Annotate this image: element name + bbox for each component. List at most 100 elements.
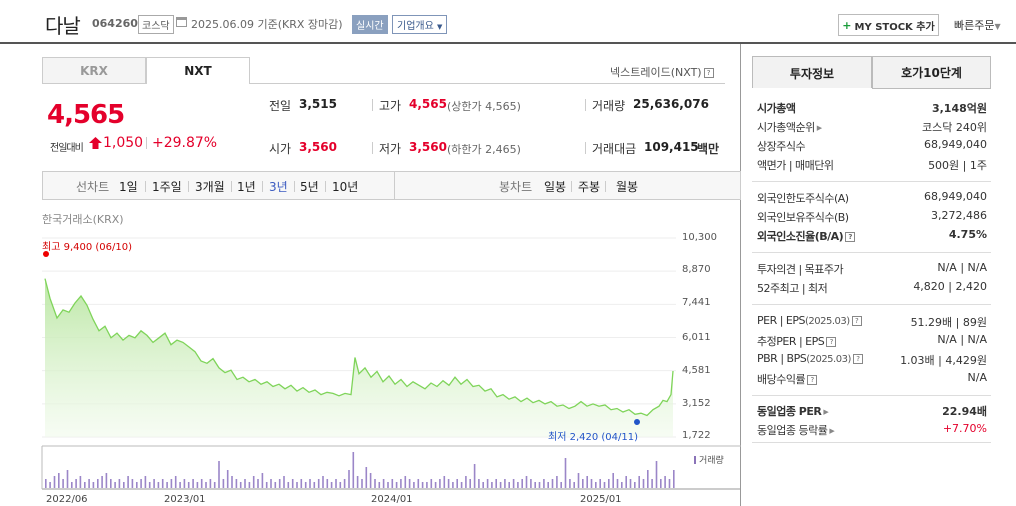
volume-bar [317, 479, 320, 488]
volume-bar [274, 482, 277, 488]
volume-bar [343, 479, 346, 488]
volume-bar [521, 479, 523, 488]
volume-bar [244, 479, 246, 488]
volume-bar [49, 482, 51, 488]
period-3m[interactable]: 3개월 [195, 180, 225, 194]
period-1y[interactable]: 1년 [237, 180, 256, 194]
volume-bar [664, 476, 666, 488]
divider [372, 142, 373, 154]
period-5y[interactable]: 5년 [300, 180, 319, 194]
divider [188, 181, 189, 192]
y-tick: 3,152 [682, 398, 711, 409]
period-3y[interactable]: 3년 [269, 180, 288, 194]
tab-orderbook-10[interactable]: 호가10단계 [872, 56, 991, 89]
volume-bar [365, 467, 368, 488]
help-icon[interactable]: ? [852, 354, 863, 364]
volume-bar [326, 479, 329, 488]
line-chart-label: 선차트 [76, 180, 110, 194]
volume-bar [400, 479, 402, 488]
invest-row-value: N/A | N/A [937, 261, 987, 274]
company-info-button[interactable]: 기업개요 ▼ [392, 15, 448, 34]
price-chart[interactable] [0, 225, 741, 506]
help-icon[interactable]: ? [851, 316, 862, 326]
divider [372, 99, 373, 111]
nxt-label: 넥스트레이드(NXT)? [610, 64, 714, 80]
volume-bar [265, 482, 268, 488]
invest-row-label: 상장주식수 [757, 140, 806, 153]
prev-label: 전일 [269, 99, 292, 113]
volume-bar [408, 479, 411, 488]
volume-bar [209, 479, 212, 488]
volume-bar [118, 479, 121, 488]
help-icon[interactable]: ? [845, 232, 856, 242]
volume-bar [66, 470, 69, 488]
invest-row-label: 외국인보유주식수(B) [757, 211, 849, 224]
x-tick: 2023/01 [164, 494, 206, 505]
current-price: 4,565 [47, 100, 125, 130]
invest-row: 외국인보유주식수(B) 3,272,486 [757, 209, 987, 227]
invest-row-period: (2025.03) [805, 316, 850, 327]
period-1d[interactable]: 1일 [119, 180, 138, 194]
volume-bar [110, 479, 112, 488]
invest-row-value: 3,148억원 [931, 102, 987, 115]
volume-bar [456, 479, 458, 488]
volume-bar [495, 479, 497, 488]
open-label: 시가 [269, 142, 292, 156]
chevron-down-icon: ▼ [437, 23, 443, 31]
realtime-button[interactable]: 실시간 [352, 15, 388, 34]
prev-value: 3,515 [299, 97, 337, 111]
volume-bar [660, 479, 662, 488]
invest-row-label: 동일업종 PER ▶ [757, 405, 829, 418]
price-area [45, 278, 673, 437]
period-10y[interactable]: 10년 [332, 180, 359, 194]
volume-bar [573, 482, 575, 488]
volume-bar [651, 479, 653, 488]
candle-chart-label: 봉차트 [499, 180, 533, 194]
volume-bar [248, 482, 251, 488]
volume-bar [231, 476, 233, 488]
volume-bar [287, 482, 290, 488]
chevron-right-icon[interactable]: ▶ [829, 427, 835, 435]
invest-row: 배당수익률? N/A [757, 371, 987, 389]
volume-label: 거래량 [592, 99, 626, 113]
open-value: 3,560 [299, 140, 337, 154]
tab-krx[interactable]: KRX [42, 57, 146, 84]
period-toolbar: 선차트 1일 1주일 3개월 1년 3년 5년 10년 봉차트 일봉 주봉 월봉 [42, 171, 741, 200]
y-tick: 1,722 [682, 430, 711, 441]
candle-daily[interactable]: 일봉 [544, 180, 567, 194]
volume-bar [439, 479, 441, 488]
help-icon[interactable]: ? [703, 68, 714, 78]
candle-monthly[interactable]: 월봉 [616, 180, 639, 194]
stock-header: 다날 064260 코스닥 2025.06.09 기준(KRX 장마감) 실시간… [0, 0, 1016, 44]
volume-bar [473, 464, 476, 488]
help-icon[interactable]: ? [807, 375, 818, 385]
chart-high-label: 최고 9,400 (06/10) [42, 242, 133, 253]
divider [752, 181, 991, 182]
volume-bar [58, 473, 60, 488]
volume-bar [421, 482, 424, 488]
invest-row-label: 52주최고 | 최저 [757, 282, 828, 295]
invest-row: 상장주식수 68,949,040 [757, 138, 987, 156]
period-1w[interactable]: 1주일 [152, 180, 182, 194]
low-label: 저가 [379, 142, 402, 156]
quick-order-button[interactable]: 빠른주문▼ [954, 17, 1001, 33]
invest-row: 액면가 | 매매단위 500원 | 1주 [757, 157, 987, 175]
chart-low-label: 최저 2,420 (04/11) [548, 432, 639, 443]
volume-bar [512, 479, 515, 488]
volume-bar [161, 479, 164, 488]
help-icon[interactable]: ? [826, 337, 837, 347]
tab-invest-info[interactable]: 투자정보 [752, 56, 872, 89]
volume-bar [257, 479, 259, 488]
chevron-right-icon[interactable]: ▶ [823, 408, 829, 416]
volume-bar [482, 482, 484, 488]
invest-row-label: 동일업종 등락률 ▶ [757, 424, 835, 437]
volume-bar [114, 482, 116, 488]
mystock-add-button[interactable]: + MY STOCK 추가 [838, 14, 939, 36]
candle-weekly[interactable]: 주봉 [578, 180, 601, 194]
chevron-right-icon[interactable]: ▶ [816, 124, 822, 132]
invest-row-label: 투자의견 | 목표주가 [757, 263, 844, 276]
invest-row-value: 1.03배 | 4,429원 [900, 354, 987, 367]
volume-bar [369, 473, 372, 488]
volume-bar [45, 479, 47, 488]
tab-nxt[interactable]: NXT [146, 57, 250, 84]
